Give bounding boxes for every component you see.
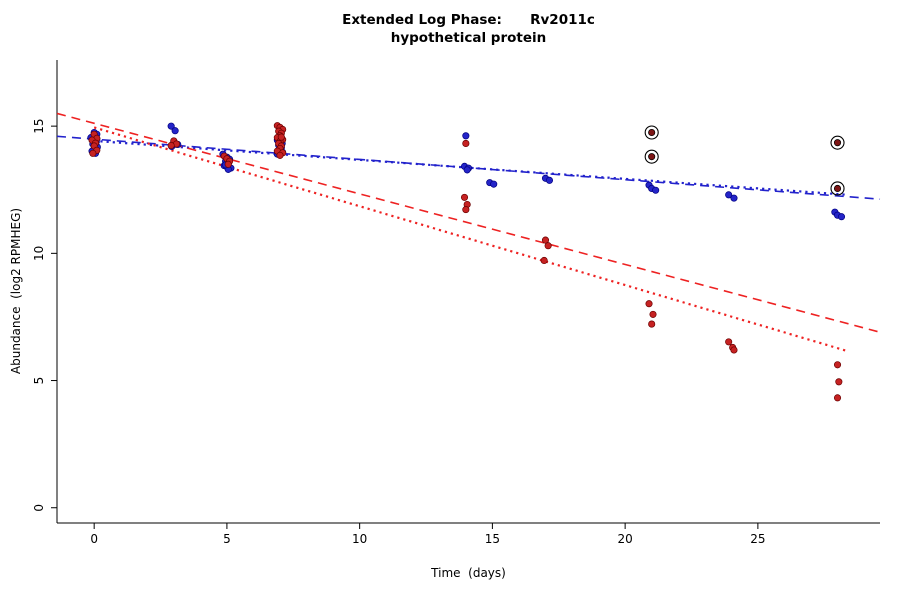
- x-tick-label: 10: [352, 532, 367, 546]
- data-point: [833, 361, 842, 369]
- data-point: [224, 160, 232, 168]
- y-tick-label: 0: [32, 504, 46, 512]
- blue-dotted-fit: [94, 139, 849, 196]
- y-tick-label: 15: [32, 119, 46, 134]
- data-point: [544, 242, 552, 250]
- data-point: [545, 176, 554, 184]
- data-point: [541, 236, 550, 244]
- outlier-ring: [830, 135, 845, 150]
- red-dashed-fit: [56, 112, 881, 333]
- chart-subtitle: hypothetical protein: [390, 30, 547, 46]
- data-point: [833, 394, 842, 402]
- y-tick-label: 5: [32, 377, 46, 385]
- data-point: [462, 206, 470, 214]
- x-tick-label: 0: [90, 532, 98, 546]
- condition-red: [88, 122, 843, 402]
- data-point: [462, 132, 470, 140]
- data-point: [167, 122, 175, 130]
- y-axis-label: Abundance (log2 RPMHEG): [9, 207, 23, 375]
- data-point: [837, 213, 846, 221]
- data-point: [648, 320, 656, 328]
- data-point: [833, 139, 842, 147]
- data-point: [725, 338, 733, 346]
- data-point: [540, 256, 548, 265]
- data-point: [463, 166, 471, 174]
- data-point: [835, 378, 843, 386]
- data-point: [833, 184, 842, 193]
- data-point: [730, 346, 738, 354]
- chart-title: Extended Log Phase: Rv2011c: [342, 12, 595, 28]
- data-point: [725, 191, 733, 199]
- fit-lines: [56, 112, 881, 353]
- x-tick-label: 15: [485, 532, 500, 546]
- data-point: [462, 139, 470, 147]
- axes: 0 5 10 15 20 25 0 5 10 15: [32, 60, 880, 546]
- data-point: [89, 149, 97, 157]
- outlier-ring: [830, 181, 845, 196]
- outlier-ring: [644, 149, 659, 164]
- data-point: [490, 180, 498, 188]
- red-dotted-fit: [93, 126, 849, 353]
- x-axis-label: Time (days): [431, 566, 506, 580]
- data-point: [649, 310, 657, 318]
- flagged-outliers: [644, 125, 845, 196]
- data-point: [460, 193, 469, 201]
- data-point: [648, 128, 656, 137]
- outlier-ring: [644, 125, 659, 140]
- data-point: [276, 151, 284, 159]
- data-point: [652, 186, 660, 194]
- data-point: [277, 133, 285, 141]
- data-point: [645, 300, 653, 308]
- data-point: [171, 127, 179, 135]
- data-point: [648, 153, 656, 161]
- data-point: [730, 194, 738, 202]
- x-tick-label: 5: [223, 532, 231, 546]
- data-point: [167, 141, 175, 150]
- x-tick-label: 25: [750, 532, 765, 546]
- x-tick-label: 20: [617, 532, 632, 546]
- y-tick-label: 10: [32, 246, 46, 261]
